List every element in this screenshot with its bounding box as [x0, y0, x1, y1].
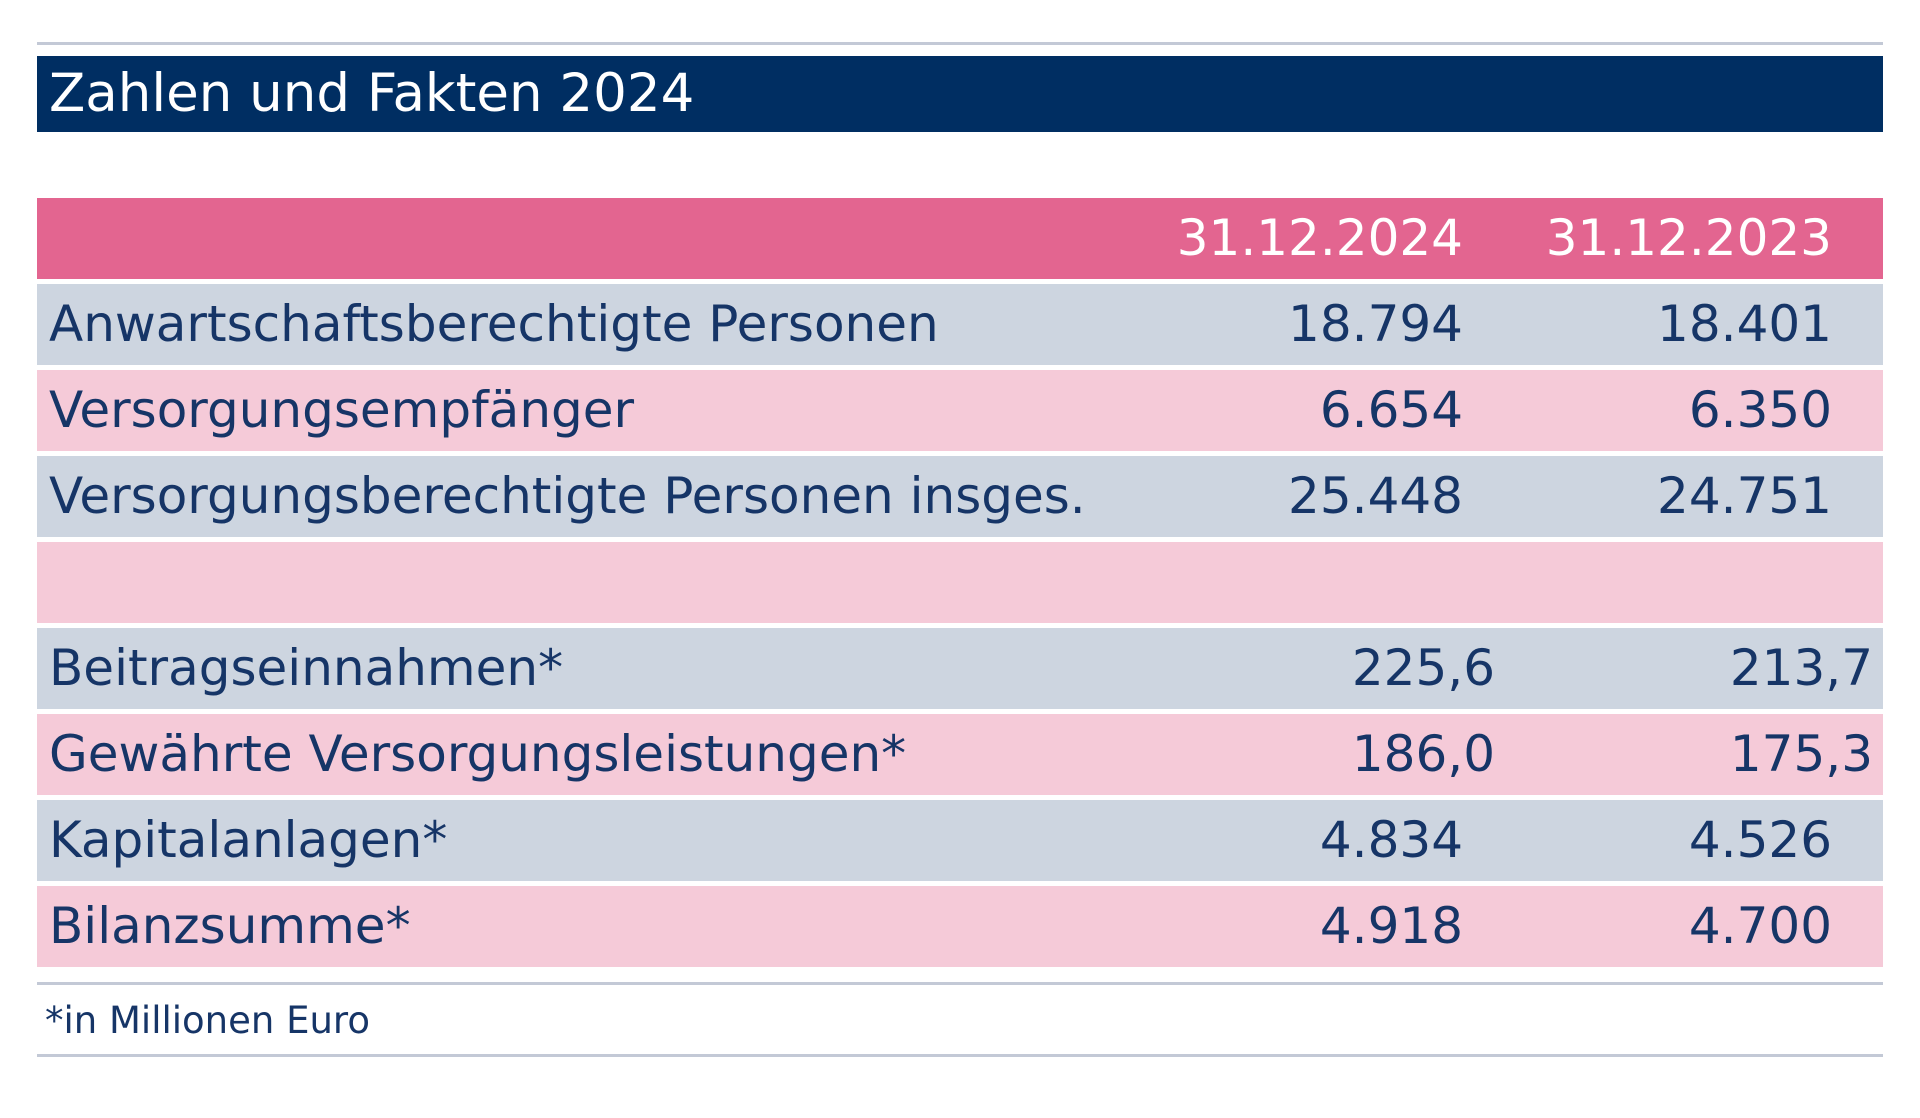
page-title: Zahlen und Fakten 2024 — [37, 56, 1883, 132]
table-row: Beitragseinnahmen* 225,6 213,7 — [37, 628, 1883, 709]
facts-table: 31.12.2024 31.12.2023 Anwartschaftsberec… — [37, 198, 1883, 972]
table-row: Kapitalanlagen* 4.834 4.526 — [37, 800, 1883, 881]
top-divider — [37, 42, 1883, 45]
value-2023: 175,3 — [1729, 725, 1873, 783]
table-row: Bilanzsumme* 4.918 4.700 — [37, 886, 1883, 967]
value-2023: 4.700 — [1688, 897, 1832, 955]
value-2024: 4.834 — [1319, 811, 1463, 869]
row-label: Anwartschaftsberechtigte Personen — [49, 295, 939, 353]
row-label: Kapitalanlagen* — [49, 811, 448, 869]
row-label: Bilanzsumme* — [49, 897, 411, 955]
bottom-divider — [37, 1054, 1883, 1057]
row-label: Versorgungsempfänger — [49, 381, 635, 439]
value-2023: 18.401 — [1657, 295, 1832, 353]
row-label: Versorgungsberechtigte Personen insges. — [49, 467, 1086, 525]
value-2024: 225,6 — [1351, 639, 1495, 697]
column-header-2024: 31.12.2024 — [1176, 209, 1463, 267]
value-2024: 25.448 — [1288, 467, 1463, 525]
facts-panel: Zahlen und Fakten 2024 31.12.2024 31.12.… — [37, 0, 1883, 1118]
value-2024: 186,0 — [1351, 725, 1495, 783]
value-2023: 4.526 — [1688, 811, 1832, 869]
table-row: Versorgungsempfänger 6.654 6.350 — [37, 370, 1883, 451]
value-2024: 18.794 — [1288, 295, 1463, 353]
value-2024: 4.918 — [1319, 897, 1463, 955]
value-2024: 6.654 — [1319, 381, 1463, 439]
value-2023: 213,7 — [1729, 639, 1873, 697]
footnote-divider — [37, 982, 1883, 985]
row-label: Gewährte Versorgungsleistungen* — [49, 725, 907, 783]
value-2023: 24.751 — [1657, 467, 1832, 525]
row-label: Beitragseinnahmen* — [49, 639, 564, 697]
table-row: Gewährte Versorgungsleistungen* 186,0 17… — [37, 714, 1883, 795]
table-row: Anwartschaftsberechtigte Personen 18.794… — [37, 284, 1883, 365]
footnote: *in Millionen Euro — [45, 999, 370, 1042]
column-header-2023: 31.12.2023 — [1545, 209, 1832, 267]
table-row: Versorgungsberechtigte Personen insges. … — [37, 456, 1883, 537]
table-header-row: 31.12.2024 31.12.2023 — [37, 198, 1883, 279]
value-2023: 6.350 — [1688, 381, 1832, 439]
table-row-spacer — [37, 542, 1883, 623]
